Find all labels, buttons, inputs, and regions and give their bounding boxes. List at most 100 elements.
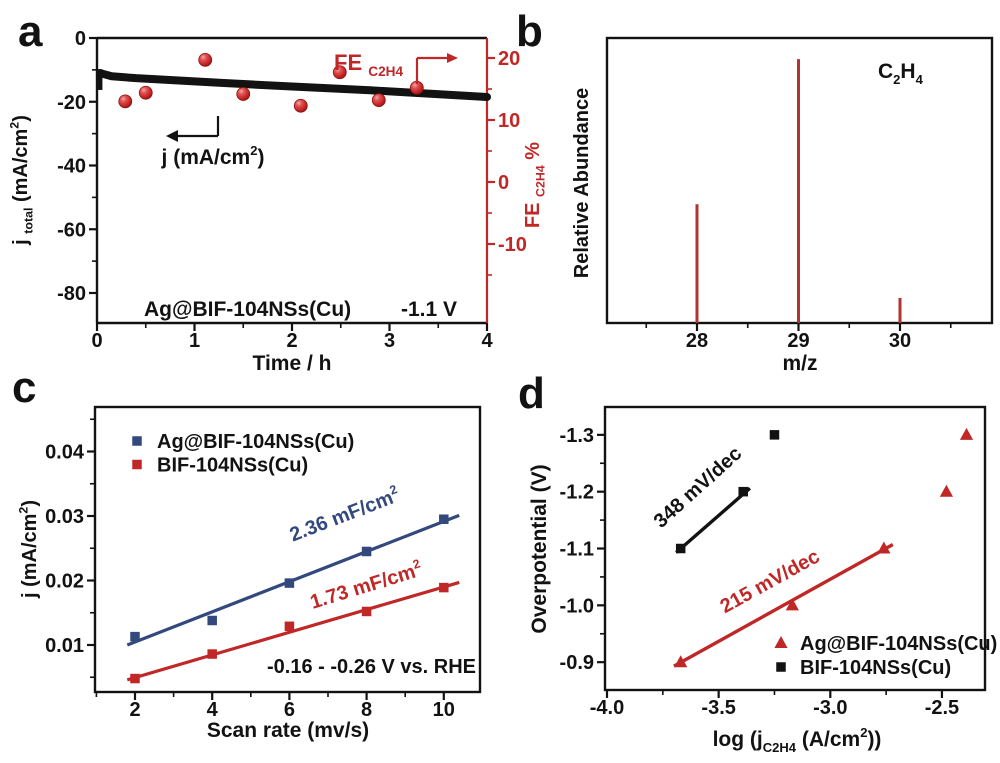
compound-label-part: 4 [916,72,924,87]
y-axis-label: j total (mA/cm2) [8,115,36,246]
legend-marker [776,662,786,672]
x-tick-label: 30 [889,330,911,352]
fe-data-point [198,52,213,67]
y-right-axis-label-part: C2H4 [534,165,548,197]
catalyst-label: Ag@BIF-104NSs(Cu) [144,298,351,321]
j-annotation-part: j (mA/cm [161,146,251,169]
x-tick-label: -2.5 [925,697,959,719]
fit-line [126,580,460,682]
y-tick-label: -20 [57,92,86,114]
y-tick-label: 0.03 [45,506,84,528]
y-right-axis-label: FE C2H4 % [522,142,548,228]
x-axis-label-part: 2 [860,725,867,740]
y-tick-label: -1.3 [560,425,594,447]
slope-label-part: 2 [411,556,422,571]
x-tick-label: 10 [433,699,455,721]
y-axis-label-part: 2 [8,122,22,129]
potential-label: -1.1 V [401,298,457,321]
y-tick-label: 0.01 [45,635,84,657]
y-tick-label: -0.9 [560,652,594,674]
x-tick-label: 28 [686,330,708,352]
panel-letter: b [516,7,543,56]
data-point-square [769,430,780,440]
y-tick-label: -1.1 [560,539,594,561]
x-tick-label: 4 [207,699,219,721]
panel-b: 28 29 30 C2H4 m/z Relative Abundance [571,36,994,375]
legend-label: BIF-104NSs(Cu) [157,455,308,477]
data-point-square [439,582,449,593]
data-point-triangle [785,598,799,611]
y-right-tick-label: 20 [498,48,520,70]
y-right-axis-label-part: % [522,142,544,166]
y-tick-label: -80 [57,283,86,305]
legend-label: Ag@BIF-104NSs(Cu) [157,431,354,453]
y-right-tick-label: 10 [498,110,520,132]
fe-data-point [118,94,133,109]
compound-label-part: C [878,60,893,83]
y-axis-label: j (mA/cm2) [17,500,41,599]
x-tick-label: 29 [787,330,809,352]
data-point-triangle [939,484,954,497]
x-tick-label: 8 [361,699,372,721]
legend-marker [132,459,142,470]
data-point-square [738,486,748,497]
slope-label: 2.36 mF/cm2 [286,482,403,546]
fe-data-point [236,87,251,101]
panel-a: 0 1 2 3 4 0 -20 -40 -60 -80 20 10 0 -10 j (mA/cm2) FE C… [8,28,548,375]
y-right-axis-label-part: FE [522,197,544,228]
x-tick-label: 2 [286,330,297,352]
fit-line [673,543,894,668]
y-tick-label: 0 [75,28,86,50]
y-tick-label: 0.04 [45,442,85,464]
data-point-triangle [674,655,688,668]
slope-label: 1.73 mF/cm2 [307,556,425,613]
legend-label: Ag@BIF-104NSs(Cu) [800,633,997,655]
j-annotation: j (mA/cm2) [161,143,265,169]
x-axis-label: Scan rate (mv/s) [207,719,369,742]
data-point-square [675,543,686,554]
fe-annotation-part: FE [334,50,368,75]
y-axis-label: Relative Abundance [571,88,593,278]
x-axis-label-part: )) [867,728,881,751]
x-tick-label: 4 [481,330,493,352]
x-tick-label: -3.5 [701,697,735,719]
fe-annotation-part: C2H4 [368,64,403,79]
compound-label-part: H [900,60,915,83]
x-axis-label: log (jC2H4 (A/cm2)) [713,725,882,755]
x-tick-label: 2 [129,699,140,721]
data-point-square [284,621,295,632]
legend-marker [132,436,142,446]
y-axis-label-part: (mA/cm [10,129,32,208]
y-tick-label: -60 [57,219,86,241]
panel-d: -4.0 -3.5 -3.0 -2.5 -1.3 -1.2 -1.1 -1.0 -0.9 Ag@B… [528,405,997,755]
fe-data-point [293,98,308,113]
x-axis-label-part: log (j [713,728,763,751]
data-point-square [207,615,217,626]
x-tick-label: 0 [91,330,102,352]
note-label: -0.16 - -0.26 V vs. RHE [267,656,476,678]
fe-data-point [138,85,153,100]
y-right-tick-label: 0 [498,172,509,194]
fit-line [675,486,752,554]
y-tick-label: 0.02 [45,571,84,593]
y-tick-label: -40 [57,156,86,178]
panel-letter: d [518,369,545,418]
data-point-square [207,649,217,659]
j-arrowhead-icon [166,130,178,142]
y-tick-label: -1.2 [560,482,594,504]
legend-marker [774,636,788,649]
y-axis-label-part: ) [19,500,41,507]
data-point-square [361,546,372,557]
data-point-square [439,514,449,524]
slope-label-part: 2.36 mF/cm [287,487,397,547]
compound-label: C2H4 [878,60,924,87]
fe-arrowhead-icon [447,53,458,63]
data-point-triangle [877,541,891,554]
y-right-tick-label: -10 [498,234,527,256]
x-axis-label-part: C2H4 [763,740,797,755]
data-point-square [130,673,140,684]
x-tick-label: 3 [384,330,395,352]
x-tick-label: 1 [189,330,200,352]
